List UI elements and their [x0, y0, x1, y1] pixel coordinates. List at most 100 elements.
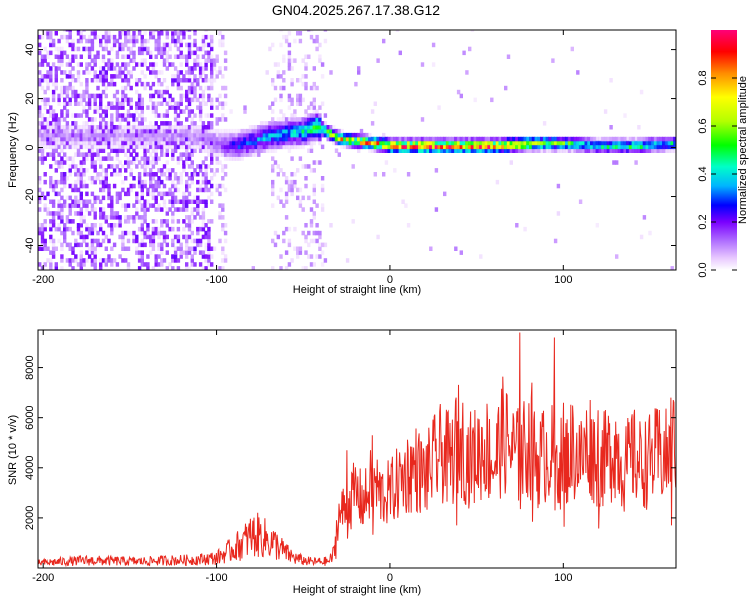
heatmap-cell: [246, 148, 250, 153]
heatmap-cell: [121, 70, 125, 75]
heatmap-cell: [173, 258, 178, 263]
heatmap-cell: [279, 140, 283, 146]
heatmap-cell: [96, 144, 100, 150]
heatmap-cell: [160, 191, 164, 197]
heatmap-cell: [118, 101, 122, 106]
heatmap-cell: [470, 144, 475, 150]
heatmap-cell: [212, 66, 217, 71]
heatmap-cell: [520, 144, 525, 150]
heatmap-cell: [129, 152, 133, 157]
heatmap-cell: [609, 140, 613, 146]
heatmap-cell: [309, 117, 314, 122]
heatmap-cell: [567, 144, 572, 150]
heatmap-cell: [198, 187, 203, 193]
heatmap-cell: [38, 179, 42, 185]
heatmap-cell: [312, 199, 316, 204]
heatmap-cell: [395, 30, 400, 32]
heatmap-cell: [93, 262, 97, 267]
heatmap-cell: [210, 262, 214, 267]
heatmap-cell: [273, 148, 278, 153]
heatmap-cell: [49, 125, 53, 130]
heatmap-cell: [273, 160, 278, 165]
heatmap-cell: [287, 262, 292, 267]
heatmap-cell: [257, 132, 261, 138]
heatmap-cell: [187, 113, 192, 118]
heatmap-cell: [40, 140, 45, 146]
heatmap-cell: [221, 113, 225, 118]
heatmap-cell: [63, 203, 67, 208]
heatmap-cell: [370, 109, 375, 114]
heatmap-cell: [215, 152, 219, 157]
heatmap-cell: [173, 74, 178, 79]
heatmap-cell: [187, 101, 192, 106]
heatmap-cell: [304, 132, 308, 138]
heatmap-cell: [176, 246, 181, 251]
heatmap-cell: [51, 199, 56, 204]
heatmap-cell: [46, 50, 50, 56]
heatmap-cell: [210, 58, 214, 63]
heatmap-cell: [207, 78, 211, 83]
heatmap-cell: [201, 93, 206, 99]
heatmap-cell: [85, 207, 89, 212]
heatmap-cell: [160, 136, 164, 142]
heatmap-cell: [143, 183, 147, 189]
heatmap-cell: [71, 144, 75, 150]
heatmap-cell: [459, 250, 463, 255]
heatmap-cell: [162, 42, 167, 48]
heatmap-cell: [370, 140, 375, 146]
heatmap-cell: [99, 93, 103, 99]
heatmap-cell: [137, 179, 142, 185]
heatmap-cell: [201, 70, 206, 75]
heatmap-cell: [43, 179, 47, 185]
heatmap-cell: [290, 187, 294, 193]
heatmap-cell: [82, 234, 86, 240]
heatmap-cell: [423, 140, 427, 146]
heatmap-cell: [229, 109, 233, 114]
heatmap-cell: [479, 144, 483, 150]
heatmap-cell: [57, 203, 61, 208]
heatmap-cell: [648, 148, 652, 153]
heatmap-cell: [60, 140, 64, 146]
heatmap-cell: [57, 238, 61, 244]
heatmap-cell: [87, 101, 92, 106]
heatmap-cell: [240, 144, 244, 150]
heatmap-cell: [157, 242, 161, 248]
heatmap-cell: [553, 148, 558, 153]
heatmap-cell: [79, 250, 83, 255]
heatmap-cell: [173, 105, 178, 110]
heatmap-cell: [71, 132, 75, 138]
heatmap-cell: [107, 156, 111, 161]
heatmap-cell: [315, 160, 319, 165]
heatmap-cell: [415, 136, 419, 142]
heatmap-cell: [176, 125, 181, 130]
heatmap-cell: [124, 246, 128, 251]
heatmap-cell: [190, 50, 194, 56]
heatmap-cell: [198, 144, 203, 150]
heatmap-cell: [79, 113, 83, 118]
y-tick-label: -40: [24, 238, 36, 254]
heatmap-cell: [137, 160, 142, 165]
heatmap-cell: [456, 136, 461, 142]
heatmap-cell: [71, 246, 75, 251]
heatmap-cell: [204, 50, 208, 56]
heatmap-cell: [362, 144, 366, 150]
heatmap-cell: [149, 85, 153, 91]
heatmap-cell: [79, 160, 83, 165]
heatmap-cell: [218, 191, 222, 197]
heatmap-cell: [146, 160, 150, 165]
heatmap-cell: [293, 179, 297, 185]
snr-x-label: Height of straight line (km): [293, 584, 421, 596]
heatmap-cell: [531, 136, 536, 142]
heatmap-cell: [187, 246, 192, 251]
heatmap-cell: [434, 148, 439, 153]
heatmap-cell: [287, 50, 292, 56]
heatmap-cell: [135, 238, 139, 244]
heatmap-cell: [143, 128, 147, 134]
heatmap-cell: [312, 215, 316, 220]
heatmap-cell: [517, 148, 522, 153]
heatmap-cell: [126, 121, 131, 126]
heatmap-cell: [171, 125, 175, 130]
heatmap-cell: [515, 140, 519, 146]
heatmap-cell: [104, 70, 108, 75]
heatmap-cell: [46, 258, 50, 263]
